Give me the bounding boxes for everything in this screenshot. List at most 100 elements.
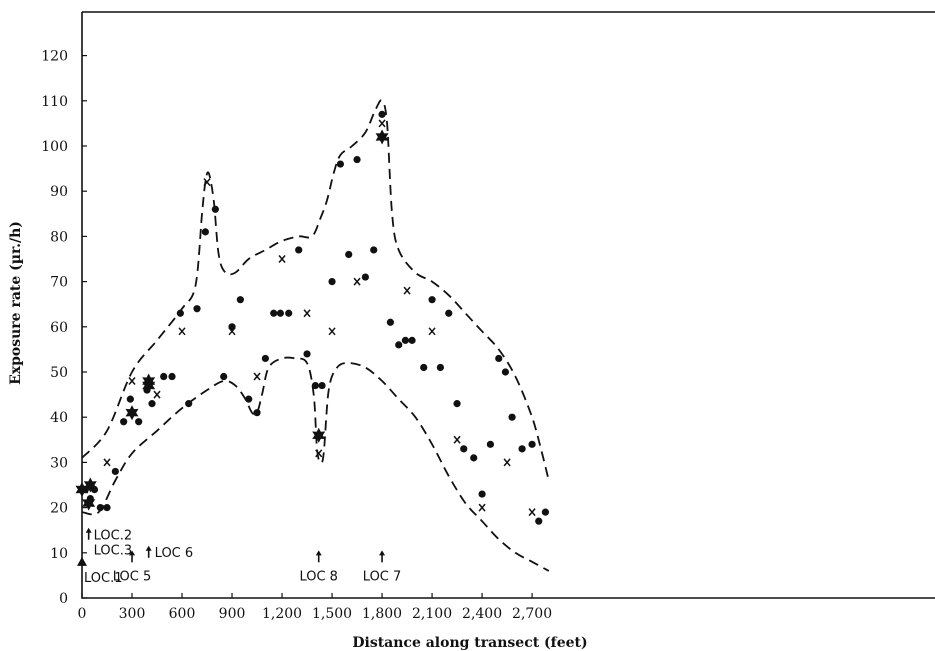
data-point-star	[142, 378, 156, 394]
location-arrow-head	[145, 545, 152, 551]
data-point-x	[378, 119, 386, 128]
data-point-dot	[528, 440, 536, 448]
data-point-dot	[285, 309, 293, 317]
x-tick-label: 1,800	[362, 606, 402, 622]
data-point-dot	[361, 273, 369, 281]
data-point-dot	[501, 368, 510, 376]
y-tick-label: 70	[50, 275, 68, 291]
location-label: LOC.3	[94, 543, 133, 558]
x-stroke	[478, 503, 486, 512]
data-point-star	[75, 482, 89, 497]
y-tick-label: 30	[50, 455, 68, 471]
x-stroke	[353, 277, 361, 286]
y-tick-label: 0	[59, 591, 68, 607]
data-point-dot	[148, 400, 156, 408]
data-point-dot	[295, 246, 303, 254]
location-arrow-head	[315, 550, 322, 556]
data-point-dot	[185, 400, 193, 408]
location-arrow-head	[85, 527, 92, 533]
data-point-dot	[261, 354, 269, 363]
data-point-dot	[541, 508, 550, 516]
x-axis: 0 300 600 900 1,200 1,500 1,800 2,100 2,400 2,700	[78, 593, 552, 622]
x-tick-label: 2,700	[512, 606, 552, 622]
data-point-dot	[345, 250, 353, 259]
data-point-x	[228, 327, 236, 336]
data-point-x	[303, 309, 311, 318]
data-point-x	[153, 390, 161, 399]
location-triangle	[77, 556, 87, 566]
data-point-dot	[453, 400, 461, 408]
data-point-dot	[386, 318, 394, 326]
y-tick-label: 20	[50, 501, 68, 517]
x-stroke	[303, 309, 311, 318]
location-label: LOC.2	[94, 529, 133, 544]
data-point-dot	[318, 381, 326, 390]
data-point-x	[315, 449, 323, 458]
data-point-dot	[395, 341, 403, 349]
x-stroke	[153, 390, 161, 399]
location-label: LOC 5	[113, 569, 152, 584]
envelope-line	[81, 99, 550, 481]
x-stroke	[253, 372, 261, 381]
data-point-dot	[245, 395, 253, 403]
data-point-dot	[103, 504, 111, 512]
y-tick-label: 110	[41, 94, 68, 110]
envelope-line	[81, 356, 550, 572]
data-point-star	[82, 495, 96, 511]
data-points	[75, 110, 550, 525]
x-tick-label: 0	[78, 606, 87, 622]
x-tick-label: 900	[219, 606, 246, 622]
location-label: LOC 6	[155, 546, 194, 561]
location-label: LOC 8	[299, 569, 338, 584]
x-stroke	[378, 119, 386, 128]
data-point-dot	[168, 372, 176, 381]
data-point-x	[128, 377, 136, 386]
data-point-star	[375, 129, 389, 145]
data-point-dot	[378, 110, 386, 118]
x-tick-label: 600	[169, 606, 196, 622]
data-point-x	[103, 458, 111, 467]
data-point-dot	[193, 305, 201, 313]
data-point-dot	[270, 309, 278, 317]
location-label: LOC.1	[84, 571, 123, 586]
x-stroke	[403, 286, 411, 295]
plot-border	[81, 11, 935, 599]
data-point-x	[253, 372, 261, 381]
data-point-x	[328, 327, 336, 336]
y-tick-label: 40	[50, 410, 68, 426]
data-point-dot	[408, 336, 416, 344]
data-point-x	[353, 277, 361, 286]
data-point-dot	[176, 309, 184, 317]
data-point-dot	[126, 395, 134, 403]
data-point-star	[125, 405, 139, 421]
data-point-dot	[495, 354, 503, 363]
x-stroke	[328, 327, 336, 336]
data-point-dot	[276, 309, 284, 317]
data-point-x	[178, 327, 186, 336]
data-point-dot	[445, 309, 453, 317]
y-tick-label: 100	[41, 139, 68, 155]
data-point-dot	[236, 296, 244, 304]
x-tick-label: 1,200	[262, 606, 302, 622]
data-point-dot	[135, 418, 143, 426]
data-point-star	[83, 477, 97, 493]
x-stroke	[103, 458, 111, 467]
location-arrow-head	[129, 550, 136, 556]
x-stroke	[428, 327, 436, 336]
location-label: LOC 7	[363, 569, 402, 584]
y-tick-label: 120	[41, 49, 68, 65]
x-stroke	[178, 327, 186, 336]
data-point-star	[312, 427, 326, 443]
x-tick-label: 300	[119, 606, 146, 622]
data-point-dot	[328, 278, 336, 286]
data-point-dot	[211, 205, 219, 213]
x-stroke	[528, 508, 536, 517]
data-point-dot	[303, 350, 311, 358]
y-tick-label: 60	[50, 320, 68, 336]
y-tick-label: 80	[50, 229, 68, 245]
y-axis-label: Exposure rate (µr./h)	[8, 221, 24, 385]
location-arrow-head	[379, 550, 386, 556]
data-point-dot	[428, 296, 436, 304]
data-point-dot	[220, 372, 228, 381]
